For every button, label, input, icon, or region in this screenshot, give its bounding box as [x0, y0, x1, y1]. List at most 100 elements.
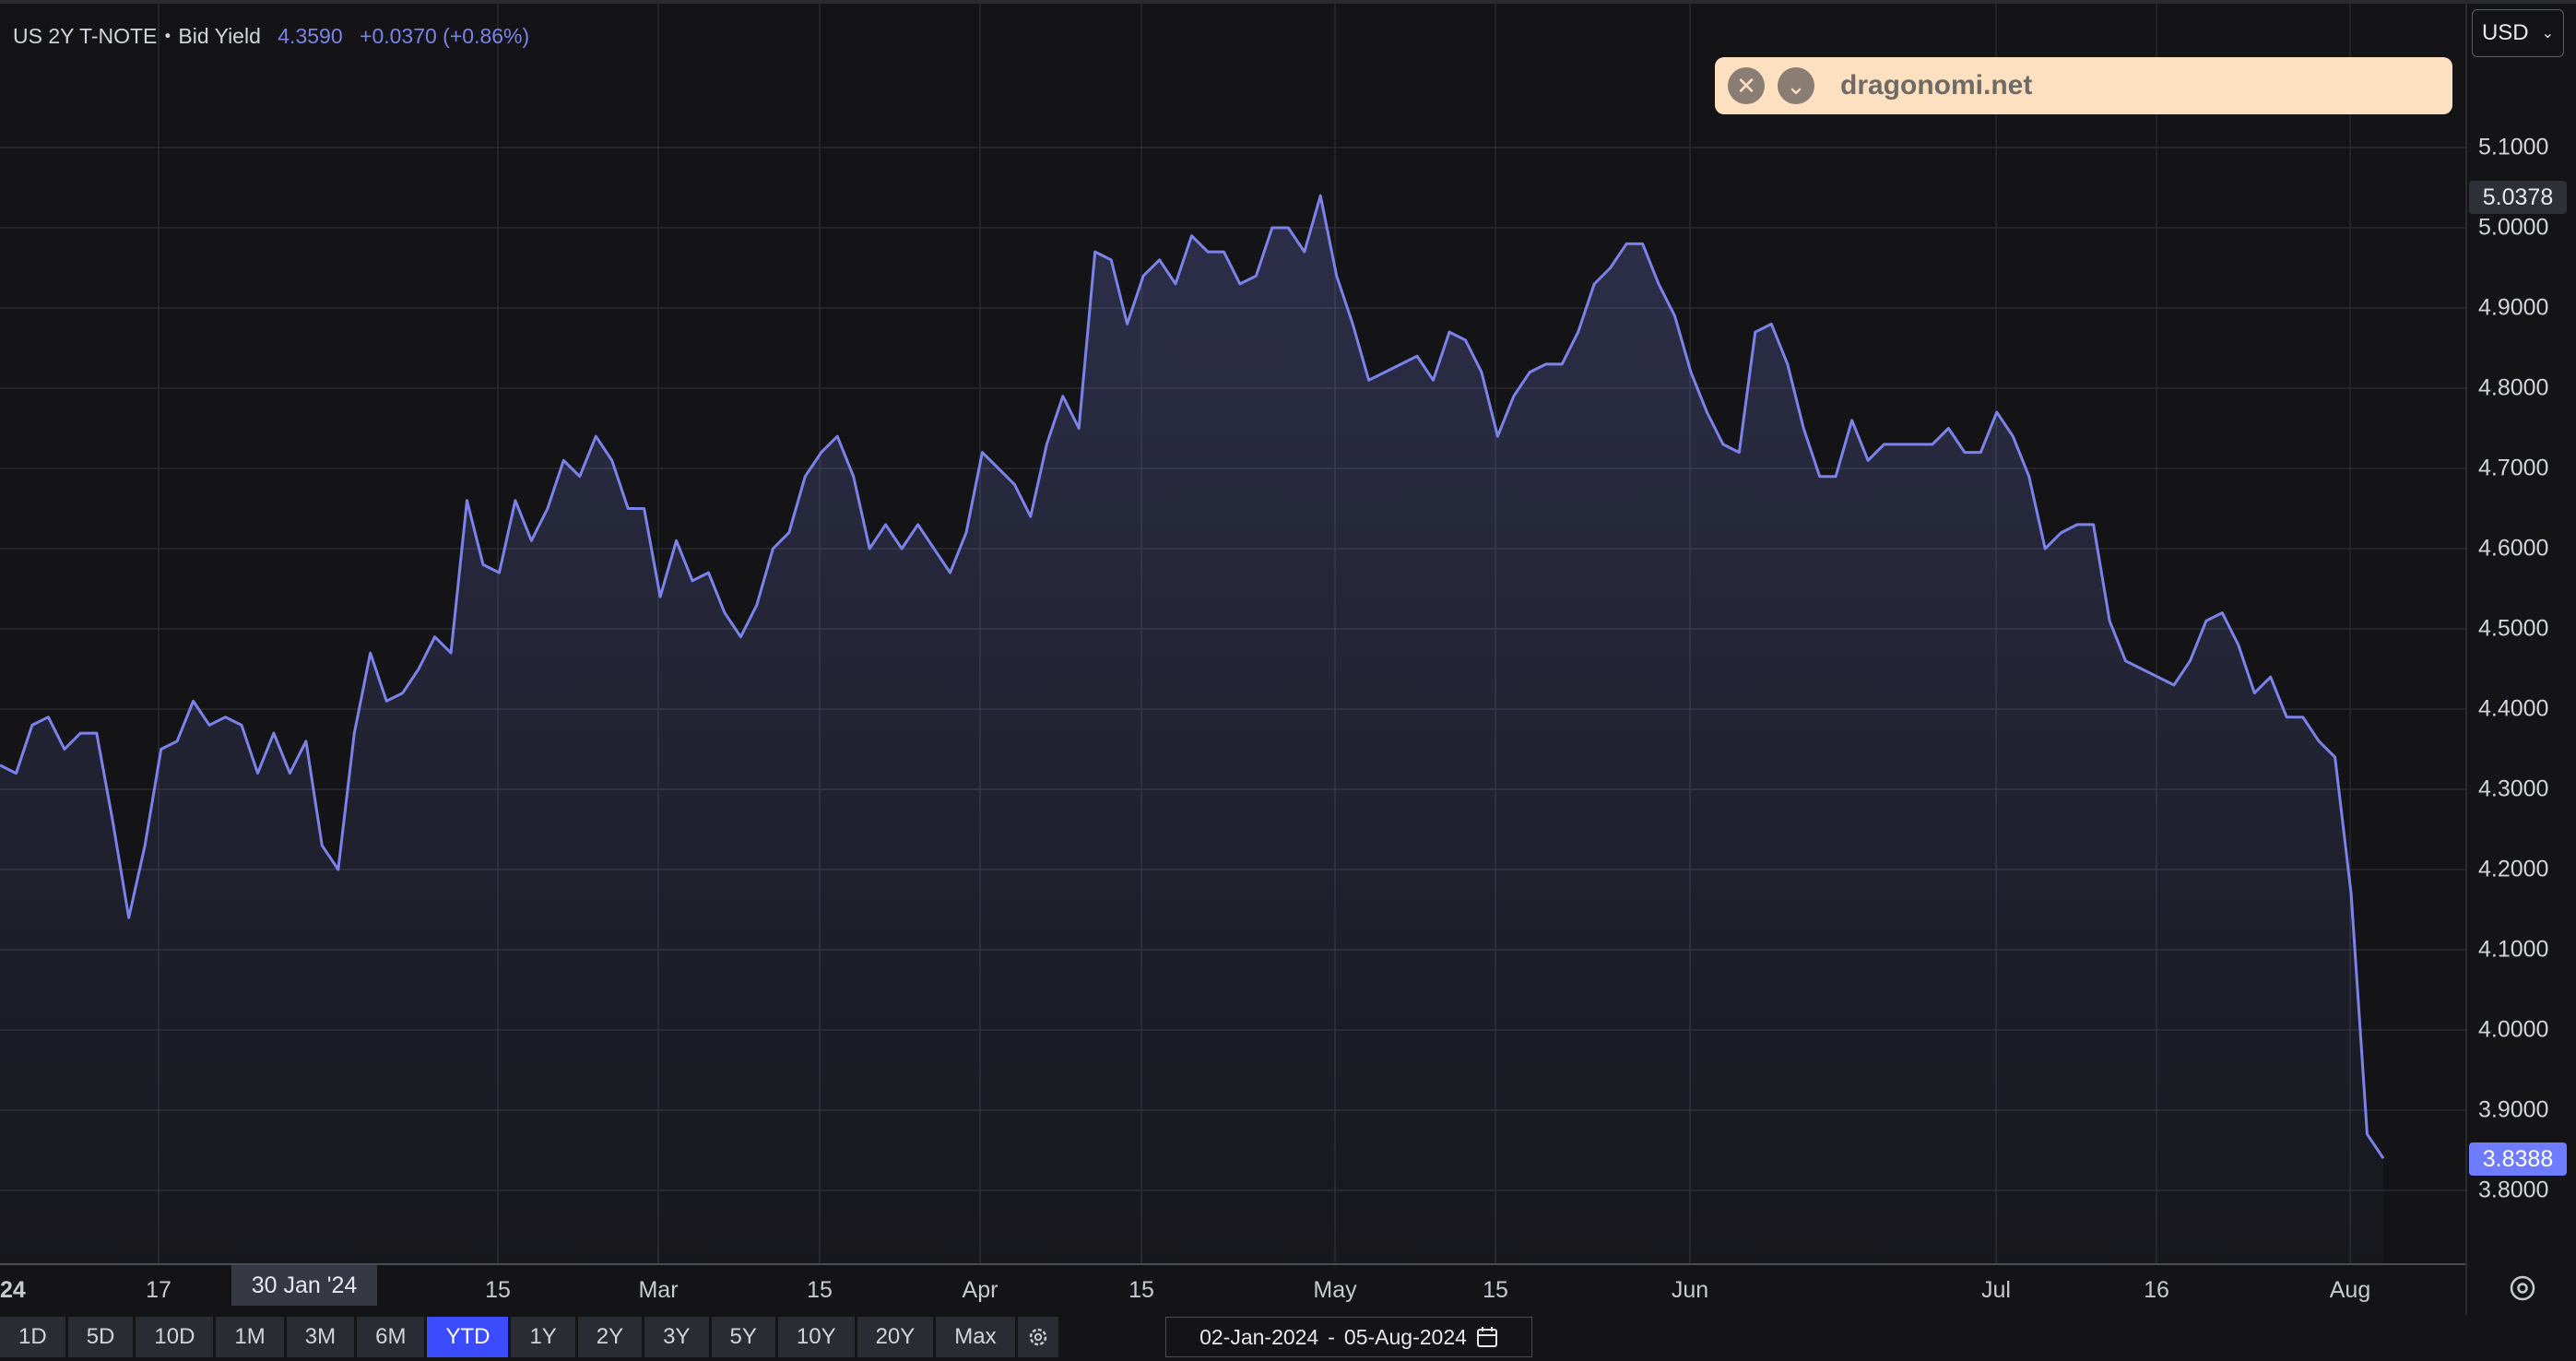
y-tick-label: 3.8000 — [2478, 1177, 2549, 1203]
legend-value: 4.3590 — [278, 24, 343, 48]
y-tick-label: 4.3000 — [2478, 775, 2549, 802]
range-button-1y[interactable]: 1Y — [511, 1317, 575, 1357]
range-button-1m[interactable]: 1M — [216, 1317, 284, 1357]
data-point — [1993, 408, 2001, 416]
currency-select[interactable]: USD ⌄ — [2472, 9, 2564, 57]
data-point — [1687, 369, 1695, 376]
data-point — [13, 770, 20, 777]
data-point — [592, 432, 599, 440]
data-point — [238, 721, 245, 728]
data-point — [1043, 441, 1050, 448]
y-tick-label: 4.0000 — [2478, 1016, 2549, 1043]
range-button-max[interactable]: Max — [936, 1317, 1015, 1357]
data-point — [2170, 681, 2178, 689]
y-tick-label: 5.0000 — [2478, 214, 2549, 241]
data-point — [833, 432, 841, 440]
y-tick-label: 4.7000 — [2478, 455, 2549, 481]
data-point — [705, 569, 713, 576]
data-point — [898, 545, 905, 552]
data-point — [673, 537, 680, 544]
date-from: 02-Jan-2024 — [1199, 1324, 1319, 1349]
data-point — [383, 697, 390, 704]
data-point — [1301, 248, 1308, 255]
range-button-10y[interactable]: 10Y — [777, 1317, 855, 1357]
legend-symbol: US 2Y T-NOTE・Bid Yield — [13, 24, 261, 48]
data-point — [1269, 224, 1276, 231]
data-point — [1800, 425, 1807, 432]
data-point — [1816, 473, 1824, 480]
data-point — [350, 729, 358, 737]
data-point — [1317, 192, 1324, 199]
gear-icon[interactable] — [1017, 1317, 1058, 1357]
currency-label: USD — [2481, 20, 2529, 45]
y-tick-label: 4.5000 — [2478, 615, 2549, 642]
y-tick-label: 4.4000 — [2478, 695, 2549, 722]
data-point — [560, 456, 567, 464]
yield-chart[interactable] — [0, 0, 2465, 1263]
data-point — [1398, 361, 1405, 368]
data-point — [818, 449, 825, 456]
data-point — [1204, 248, 1211, 255]
data-point — [544, 505, 551, 513]
data-point — [1333, 272, 1341, 279]
range-button-3y[interactable]: 3Y — [644, 1317, 709, 1357]
range-selector: 1D 5D 10D 1M 3M 6M YTD 1Y 2Y 3Y 5Y 10Y 20Y Max — [0, 1317, 1058, 1357]
data-point — [2009, 432, 2016, 440]
data-point — [1284, 224, 1292, 231]
data-point — [318, 842, 325, 849]
data-point — [109, 818, 116, 825]
range-button-1d[interactable]: 1D — [0, 1317, 65, 1357]
range-button-6m[interactable]: 6M — [357, 1317, 425, 1357]
date-separator: - — [1328, 1324, 1335, 1349]
legend-change: +0.0370 (+0.86%) — [360, 24, 530, 48]
y-tick-label: 4.8000 — [2478, 374, 2549, 401]
series-area — [0, 195, 2383, 1263]
range-button-10d[interactable]: 10D — [136, 1317, 214, 1357]
data-point — [2058, 529, 2065, 537]
settings-icon[interactable] — [2506, 1272, 2539, 1305]
data-point — [2106, 617, 2113, 624]
close-icon[interactable]: ✕ — [1728, 67, 1765, 104]
data-point — [464, 497, 471, 504]
data-point — [254, 770, 262, 777]
chevron-down-icon[interactable]: ⌄ — [1778, 67, 1814, 104]
data-point — [1510, 393, 1518, 400]
y-tick-label: 4.6000 — [2478, 535, 2549, 562]
data-point — [44, 714, 52, 721]
data-point — [1236, 280, 1244, 288]
data-point — [1672, 313, 1679, 320]
data-point — [527, 537, 535, 544]
data-point — [2203, 617, 2210, 624]
range-button-3m[interactable]: 3M — [286, 1317, 355, 1357]
range-button-2y[interactable]: 2Y — [577, 1317, 643, 1357]
x-tick-label: Apr — [962, 1277, 998, 1303]
data-point — [2251, 690, 2258, 697]
data-point — [1494, 432, 1501, 440]
data-point — [947, 569, 954, 576]
range-button-5y[interactable]: 5Y — [711, 1317, 775, 1357]
data-point — [61, 746, 68, 753]
data-point — [1027, 513, 1034, 520]
data-point — [1349, 320, 1356, 327]
data-point — [641, 505, 648, 513]
range-button-5d[interactable]: 5D — [67, 1317, 134, 1357]
data-point — [1413, 352, 1421, 360]
top-border — [0, 0, 2576, 4]
data-point — [93, 729, 100, 737]
data-point — [1381, 369, 1388, 376]
y-axis-separator — [2465, 0, 2467, 1315]
data-point — [2283, 714, 2290, 721]
data-point — [624, 505, 632, 513]
x-tick-label: 15 — [1128, 1277, 1154, 1303]
data-point — [721, 609, 728, 617]
watermark-text: dragonomi.net — [1840, 70, 2033, 101]
series-line — [0, 194, 2385, 1160]
date-range-picker[interactable]: 02-Jan-2024 - 05-Aug-2024 — [1165, 1317, 1532, 1357]
data-point — [866, 545, 873, 552]
data-point — [1913, 441, 1920, 448]
range-button-20y[interactable]: 20Y — [857, 1317, 934, 1357]
range-button-ytd[interactable]: YTD — [427, 1317, 509, 1357]
data-point — [1526, 369, 1533, 376]
data-point — [801, 473, 809, 480]
data-point — [2332, 753, 2339, 761]
